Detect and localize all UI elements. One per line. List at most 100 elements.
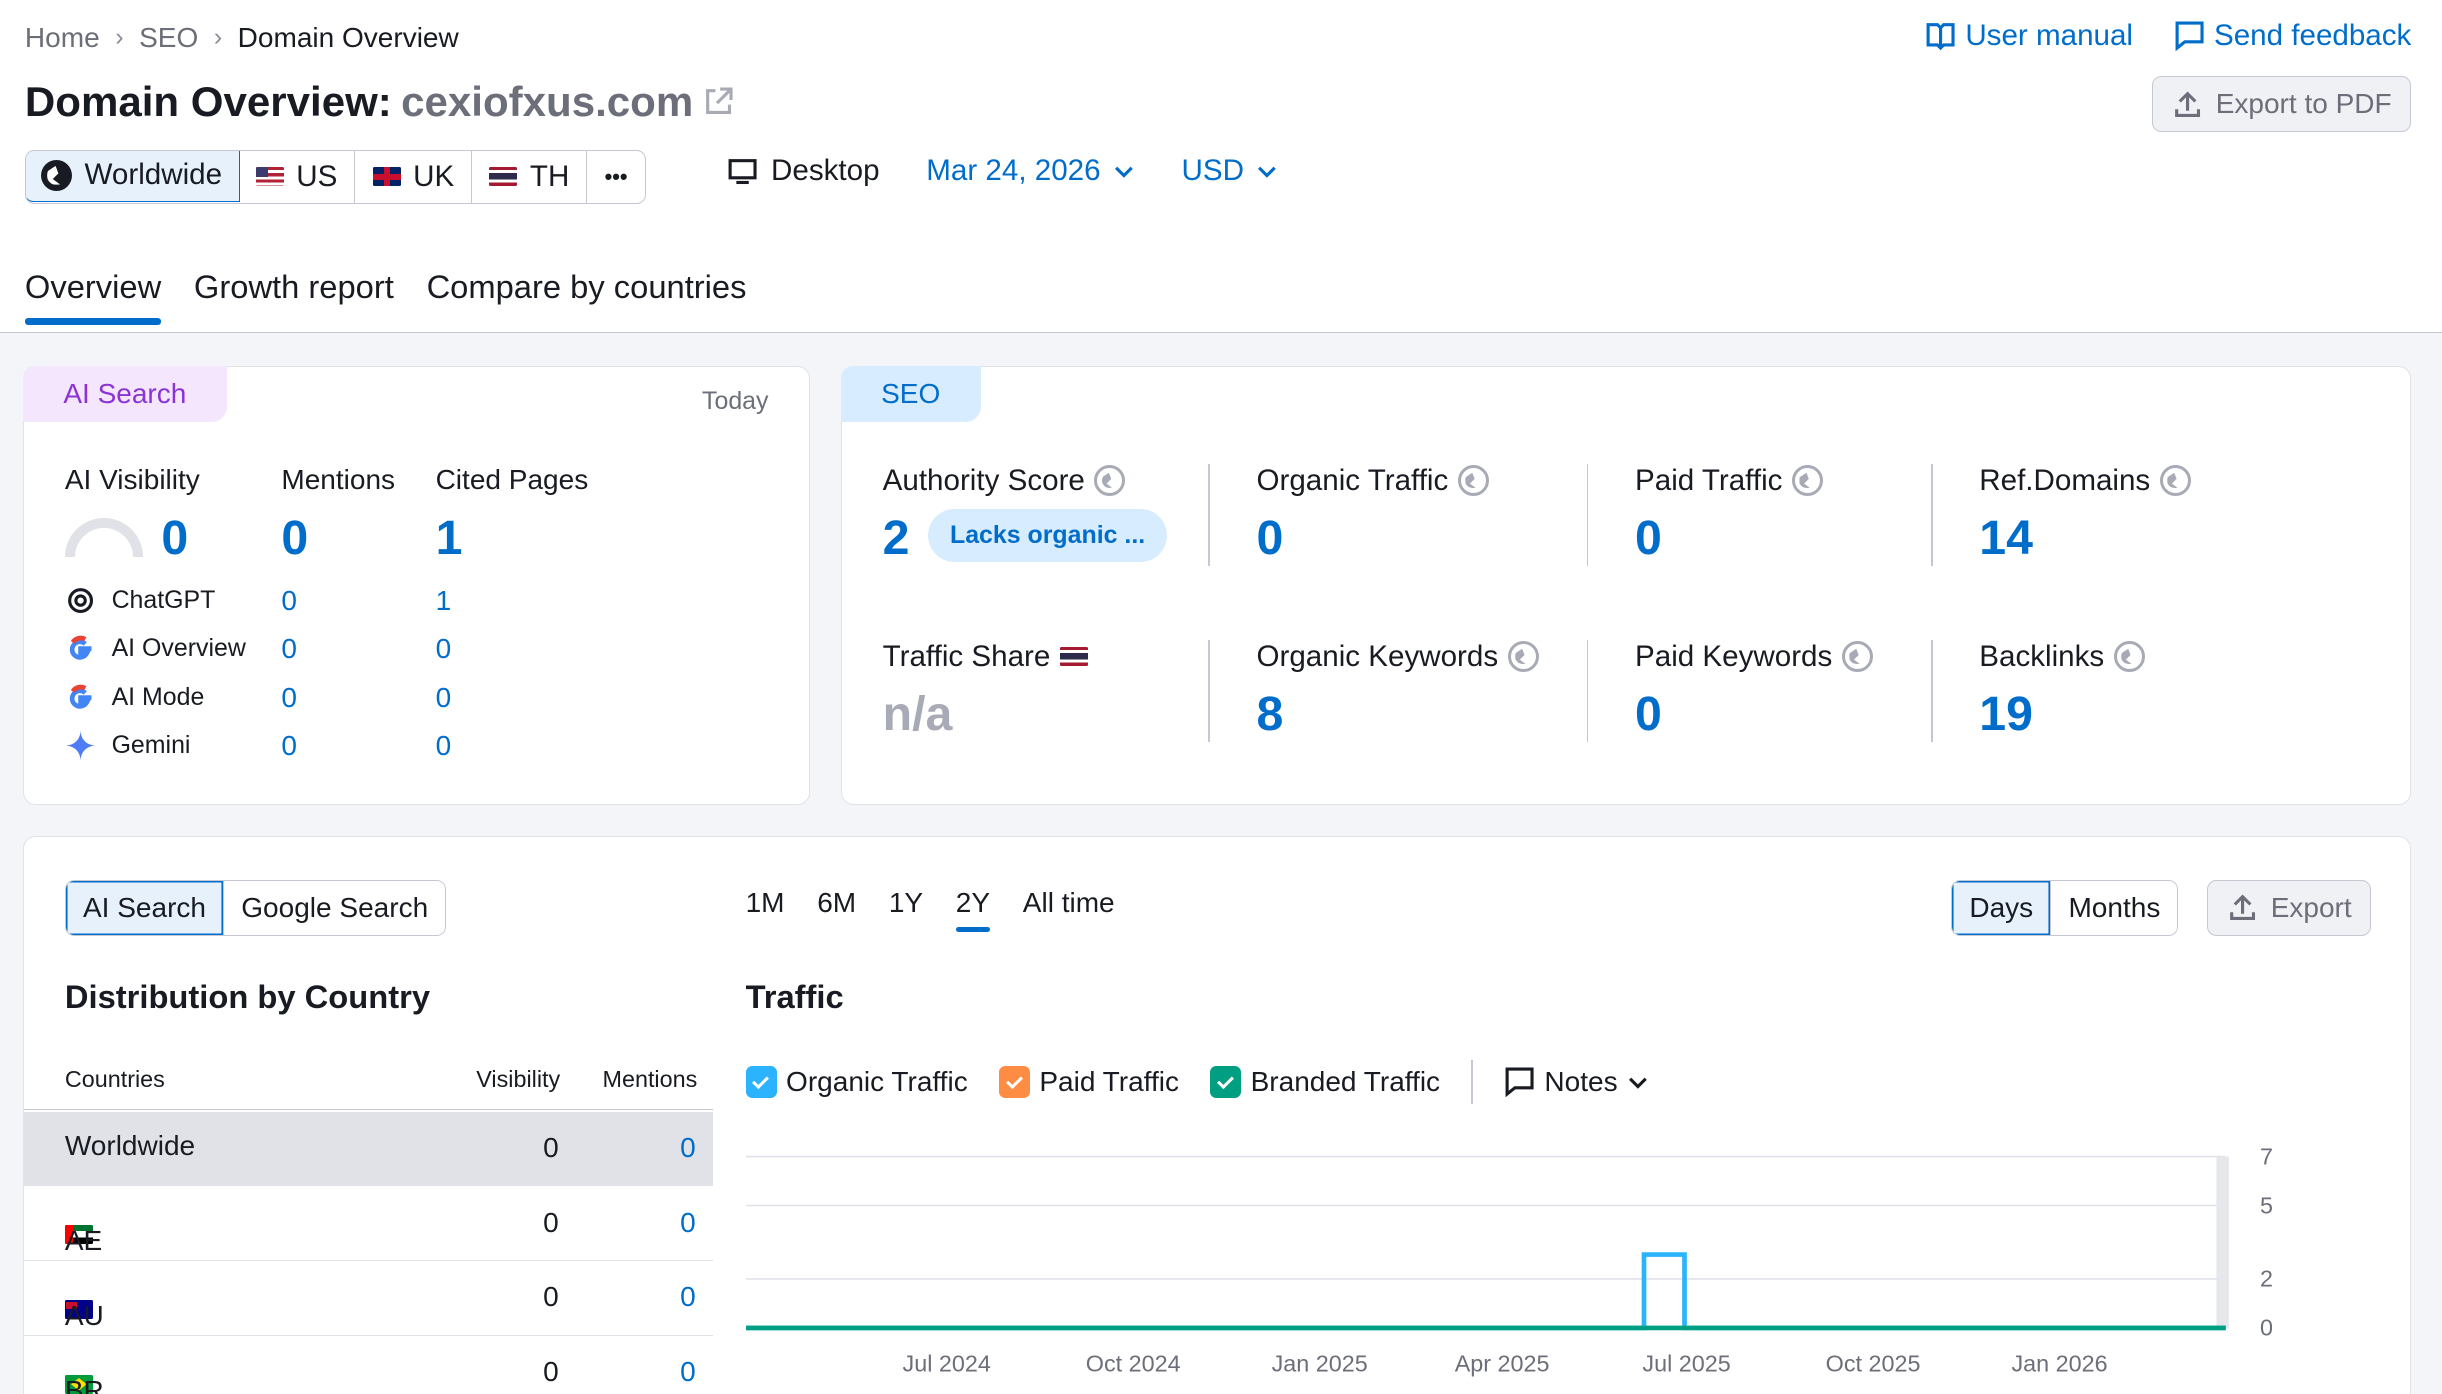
lacks-organic-pill[interactable]: Lacks organic ... — [928, 508, 1167, 562]
legend-paid-traffic[interactable]: Paid Traffic — [998, 1066, 1179, 1098]
br-flag-icon — [64, 1374, 93, 1394]
export-label: Export — [2270, 891, 2352, 923]
ref-domains-value[interactable]: 14 — [1979, 511, 2033, 566]
toggle-google-search[interactable]: Google Search — [224, 880, 446, 935]
chevron-right-icon: › — [115, 23, 124, 52]
currency-dropdown[interactable]: USD — [1182, 154, 1279, 188]
checkbox-checked-icon — [745, 1066, 777, 1098]
toggle-months[interactable]: Months — [2051, 880, 2178, 935]
more-regions-button[interactable]: ••• — [587, 151, 644, 204]
send-feedback-label: Send feedback — [2213, 18, 2412, 52]
ai-row-ai-overview: AI Overview — [65, 633, 246, 664]
chatgpt-mentions[interactable]: 0 — [281, 585, 297, 617]
period-6m[interactable]: 6M — [817, 887, 857, 919]
table-row[interactable]: AE 0 0 — [24, 1186, 713, 1262]
traffic-chart[interactable]: 0 2 5 7 Jul 2024 Oct 2024 Jan 2025 Apr 2025 Jul … — [745, 1141, 2382, 1390]
breadcrumb-seo[interactable]: SEO — [139, 21, 199, 53]
notes-dropdown[interactable]: Notes — [1504, 1066, 1649, 1098]
info-icon[interactable] — [1094, 465, 1126, 497]
export-button[interactable]: Export — [2207, 879, 2372, 936]
col-visibility[interactable]: Visibility — [476, 1066, 561, 1093]
title-domain[interactable]: cexiofxus.com — [401, 77, 694, 125]
gemini-mentions[interactable]: 0 — [281, 729, 297, 761]
chatgpt-cited[interactable]: 1 — [435, 585, 452, 617]
country-mentions[interactable]: 0 — [680, 1206, 696, 1238]
country-name: AE — [64, 1225, 103, 1257]
tab-compare-by-countries[interactable]: Compare by countries — [426, 267, 747, 305]
table-row[interactable]: Worldwide 0 0 — [24, 1111, 713, 1187]
region-label: Worldwide — [84, 158, 223, 192]
comment-icon — [2175, 21, 2204, 52]
info-icon[interactable] — [2113, 641, 2145, 673]
legend-divider — [1471, 1060, 1473, 1104]
traffic-share-value: n/a — [882, 687, 953, 742]
legend-branded-traffic[interactable]: Branded Traffic — [1210, 1066, 1440, 1098]
tab-growth-report[interactable]: Growth report — [193, 267, 394, 305]
region-uk[interactable]: UK — [355, 150, 473, 204]
ai-overview-mentions[interactable]: 0 — [281, 633, 297, 665]
region-th[interactable]: TH — [472, 150, 588, 204]
organic-traffic-value[interactable]: 0 — [1256, 511, 1284, 566]
table-row[interactable]: AU 0 0 — [24, 1261, 713, 1336]
region-us[interactable]: US — [239, 150, 356, 204]
period-1m[interactable]: 1M — [745, 887, 785, 919]
period-1y[interactable]: 1Y — [888, 887, 924, 919]
ai-mode-mentions[interactable]: 0 — [281, 681, 297, 713]
ai-row-label: Gemini — [111, 731, 191, 760]
col-countries[interactable]: Countries — [64, 1066, 165, 1093]
page-title: Domain Overview: cexiofxus.com — [25, 78, 734, 126]
col-mentions[interactable]: Mentions — [602, 1066, 698, 1093]
x-tick-label: Oct 2024 — [1085, 1351, 1180, 1377]
metric-label: Organic Keywords — [1256, 639, 1499, 673]
upload-icon — [2175, 91, 2201, 117]
country-mentions[interactable]: 0 — [680, 1356, 696, 1388]
ai-visibility-value[interactable]: 0 — [161, 511, 189, 566]
organic-keywords-value[interactable]: 8 — [1256, 687, 1284, 742]
gemini-cited[interactable]: 0 — [435, 729, 452, 761]
date-dropdown[interactable]: Mar 24, 2026 — [926, 154, 1135, 188]
ai-search-card: AI Search Today AI Visibility Mentions C… — [22, 365, 810, 806]
region-worldwide[interactable]: Worldwide — [25, 150, 241, 202]
paid-keywords-value[interactable]: 0 — [1635, 687, 1662, 742]
ai-mode-cited[interactable]: 0 — [435, 681, 452, 713]
authority-score-value[interactable]: 2 — [882, 511, 910, 566]
send-feedback-link[interactable]: Send feedback — [2174, 18, 2412, 53]
country-name: BR — [64, 1374, 104, 1394]
period-2y[interactable]: 2Y — [955, 887, 991, 932]
metric-label: Ref.Domains — [1979, 463, 2151, 497]
toggle-ai-search[interactable]: AI Search — [65, 880, 225, 935]
period-selector: 1M 6M 1Y 2Y All time — [745, 887, 1115, 932]
export-pdf-button[interactable]: Export to PDF — [2152, 76, 2412, 133]
toggle-days[interactable]: Days — [1952, 880, 2052, 935]
user-manual-link[interactable]: User manual — [1925, 19, 2133, 53]
backlinks-value[interactable]: 19 — [1979, 687, 2033, 742]
device-selector[interactable]: Desktop — [727, 154, 880, 188]
info-icon[interactable] — [1841, 641, 1873, 673]
legend-organic-traffic[interactable]: Organic Traffic — [745, 1066, 968, 1098]
info-icon[interactable] — [1457, 465, 1489, 497]
country-mentions[interactable]: 0 — [680, 1281, 696, 1313]
mentions-value[interactable]: 0 — [281, 511, 309, 566]
breadcrumb-home[interactable]: Home — [24, 21, 100, 53]
ai-row-label: AI Mode — [111, 682, 205, 711]
info-icon[interactable] — [1507, 641, 1539, 673]
info-icon[interactable] — [1791, 465, 1823, 497]
paid-traffic-value[interactable]: 0 — [1635, 511, 1662, 566]
metric-paid-keywords: Paid Keywords 0 — [1635, 640, 1873, 742]
cited-pages-value[interactable]: 1 — [435, 511, 463, 566]
divider — [1586, 463, 1589, 567]
traffic-title: Traffic — [745, 977, 844, 1015]
info-icon[interactable] — [2159, 465, 2191, 497]
tab-overview[interactable]: Overview — [24, 268, 163, 326]
notes-label: Notes — [1544, 1066, 1618, 1098]
metric-label: Paid Keywords — [1635, 639, 1833, 673]
today-label: Today — [702, 387, 769, 416]
x-tick-label: Jan 2025 — [1271, 1351, 1367, 1377]
period-all-time[interactable]: All time — [1022, 887, 1115, 919]
x-tick-label: Apr 2025 — [1454, 1351, 1549, 1377]
external-link-icon[interactable] — [703, 86, 734, 117]
ae-flag-icon — [64, 1225, 93, 1245]
country-mentions[interactable]: 0 — [680, 1131, 696, 1163]
table-row[interactable]: BR 0 0 — [24, 1336, 713, 1394]
ai-overview-cited[interactable]: 0 — [435, 633, 452, 665]
